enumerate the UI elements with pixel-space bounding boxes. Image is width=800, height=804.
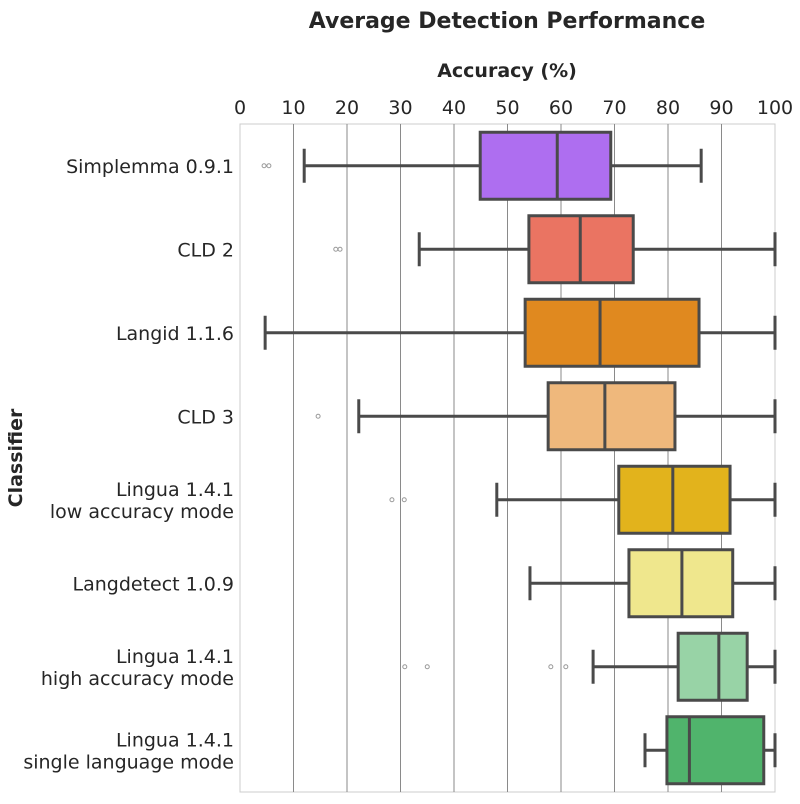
iqr-box <box>617 464 732 535</box>
x-tick-label: 90 <box>709 97 733 119</box>
category-label: high accuracy mode <box>41 668 234 690</box>
x-tick-label: 40 <box>442 97 466 119</box>
outlier-point <box>337 246 343 252</box>
box-1 <box>333 214 777 285</box>
category-label: CLD 2 <box>177 239 234 261</box>
outlier-point <box>261 163 267 169</box>
x-tick-label: 10 <box>281 97 305 119</box>
outlier-point <box>563 664 569 670</box>
outlier-point <box>333 246 339 252</box>
outlier-point <box>548 664 554 670</box>
x-tick-label: 70 <box>602 97 626 119</box>
outlier-point <box>401 497 407 503</box>
x-tick-label: 30 <box>388 97 412 119</box>
outlier-point <box>266 163 272 169</box>
iqr-box <box>665 715 766 786</box>
y-axis-label: Classifier <box>5 408 27 507</box>
outlier-point <box>402 664 408 670</box>
outlier-point <box>424 664 430 670</box>
iqr-box <box>523 297 701 368</box>
box-7 <box>643 715 777 786</box>
x-tick-label: 20 <box>335 97 359 119</box>
iqr-box <box>676 631 749 702</box>
box-0 <box>261 130 703 201</box>
box-4 <box>389 464 777 535</box>
category-label: Langdetect 1.0.9 <box>73 573 235 595</box>
category-label: Simplemma 0.9.1 <box>66 156 234 178</box>
category-label: single language mode <box>23 751 234 773</box>
x-tick-label: 80 <box>656 97 680 119</box>
box-5 <box>528 548 777 619</box>
box-6 <box>402 631 777 702</box>
outlier-point <box>315 413 321 419</box>
category-label: CLD 3 <box>177 406 234 428</box>
x-axis-label: Accuracy (%) <box>437 60 577 82</box>
category-label: Langid 1.1.6 <box>116 323 234 345</box>
x-tick-label: 100 <box>757 97 793 119</box>
category-label: Lingua 1.4.1 <box>116 646 234 668</box>
x-tick-label: 50 <box>495 97 519 119</box>
x-tick-label: 60 <box>549 97 573 119</box>
iqr-box <box>478 130 613 201</box>
outlier-point <box>389 497 395 503</box>
x-tick-label: 0 <box>234 97 246 119</box>
chart-title: Average Detection Performance <box>309 9 706 34</box>
category-label: Lingua 1.4.1 <box>116 729 234 751</box>
category-label: Lingua 1.4.1 <box>116 479 234 501</box>
box-3 <box>315 381 777 452</box>
iqr-box <box>546 381 677 452</box>
category-label: low accuracy mode <box>50 501 234 523</box>
box-2 <box>263 297 777 368</box>
